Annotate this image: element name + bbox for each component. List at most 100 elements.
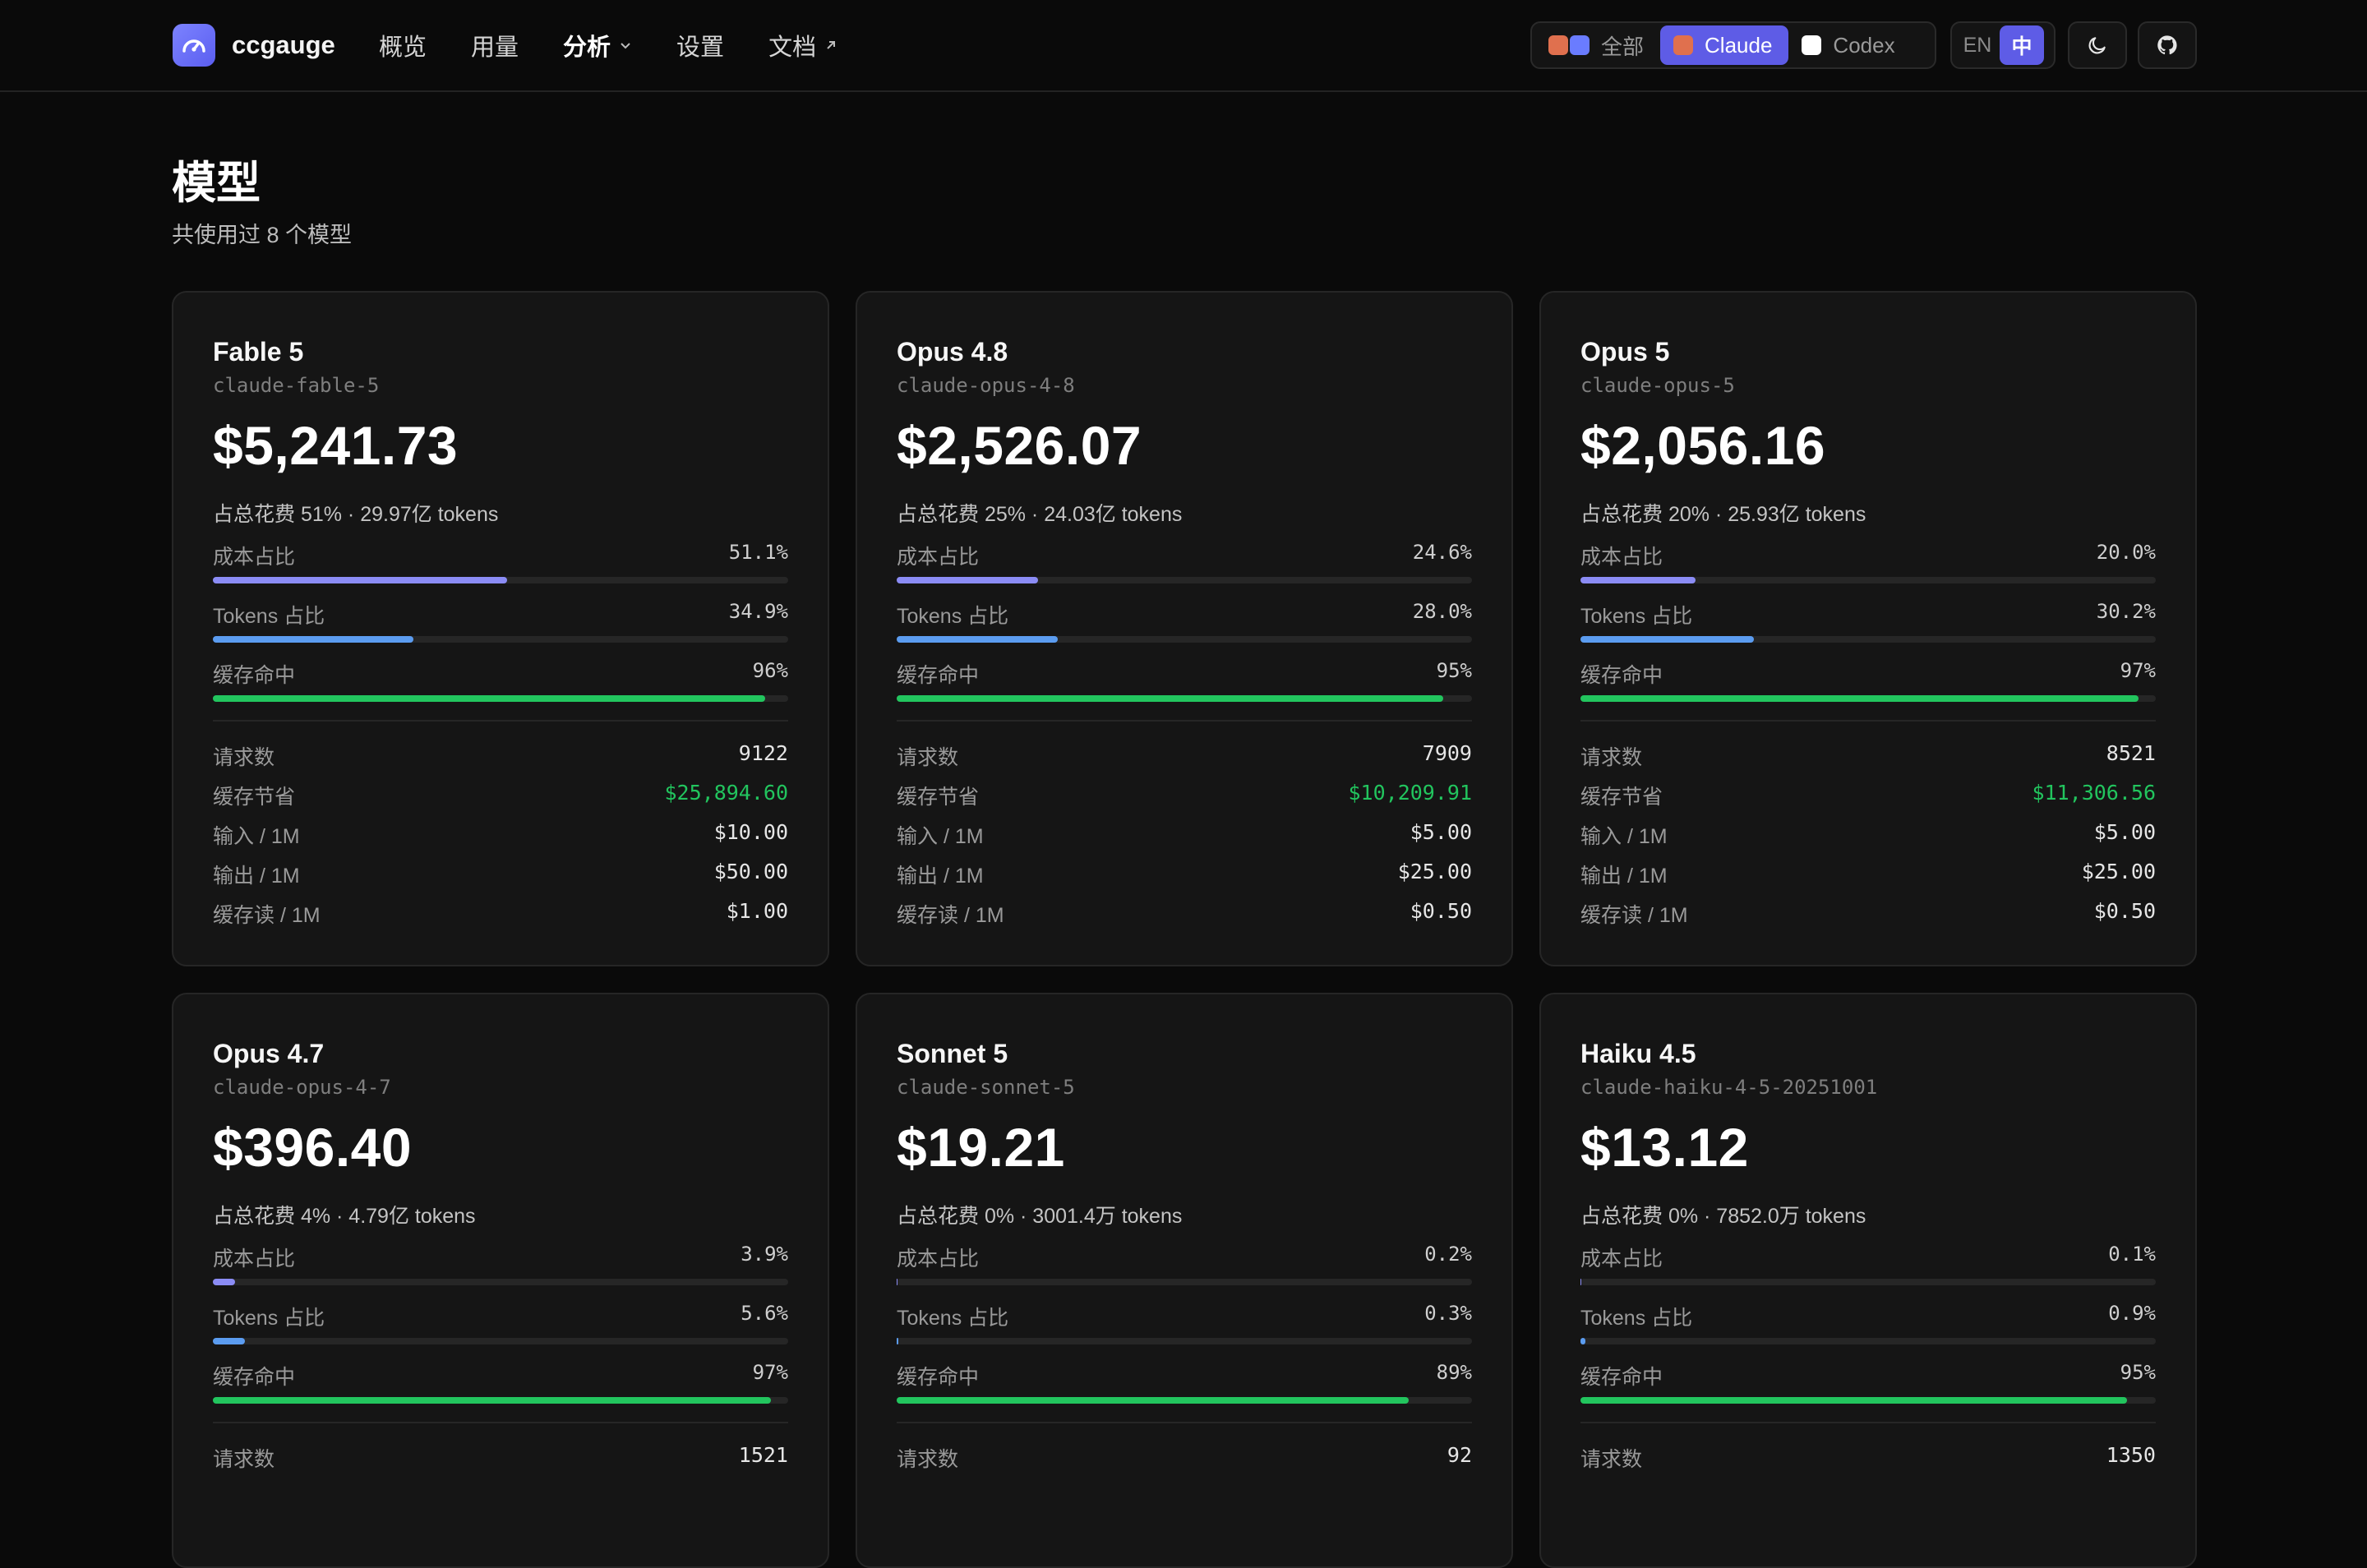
model-name: Haiku 4.5 bbox=[1580, 1039, 1696, 1068]
token-share-row: Tokens 占比 0.3% bbox=[897, 1302, 1472, 1344]
nav-overview[interactable]: 概览 bbox=[379, 28, 427, 62]
cost-share-fill bbox=[213, 1279, 236, 1285]
token-share-value: 30.2% bbox=[2096, 600, 2156, 623]
requests-value: 1350 bbox=[2106, 1443, 2156, 1467]
cache-hit-row: 缓存命中 97% bbox=[213, 1361, 788, 1404]
lang-zh-button[interactable]: 中 bbox=[2000, 25, 2044, 65]
cache-hit-bar bbox=[213, 695, 788, 702]
model-card: Haiku 4.5 claude-haiku-4-5-20251001 $13.… bbox=[1539, 993, 2197, 1568]
model-cost-summary: 占总花费 25% · 24.03亿 tokens bbox=[897, 503, 1183, 526]
cache-read-price-row: 缓存读 / 1M $0.50 bbox=[1580, 899, 2156, 932]
token-share-fill bbox=[897, 636, 1058, 643]
cache-hit-fill bbox=[213, 695, 765, 702]
token-share-fill bbox=[213, 1338, 246, 1344]
token-share-bar bbox=[1580, 636, 2156, 643]
input-price-value: $10.00 bbox=[713, 820, 788, 844]
lang-en-button[interactable]: EN bbox=[1963, 33, 1992, 57]
cache-read-price-row: 缓存读 / 1M $1.00 bbox=[213, 899, 788, 932]
nav-analysis-label: 分析 bbox=[563, 35, 611, 61]
cache-savings-value: $10,209.91 bbox=[1348, 781, 1472, 805]
nav-docs-label: 文档 bbox=[768, 35, 817, 61]
model-card: Fable 5 claude-fable-5 $5,241.73 占总花费 51… bbox=[172, 291, 829, 966]
cost-share-value: 51.1% bbox=[728, 541, 788, 564]
cache-hit-fill bbox=[897, 1397, 1409, 1404]
requests-value: 9122 bbox=[738, 741, 788, 765]
cache-savings-value: $11,306.56 bbox=[2032, 781, 2156, 805]
cache-hit-value: 97% bbox=[2120, 659, 2156, 682]
cache-hit-bar bbox=[1580, 695, 2156, 702]
cost-share-value: 0.2% bbox=[1424, 1243, 1472, 1266]
output-price-label: 输出 / 1M bbox=[213, 865, 300, 888]
cache-savings-row: 缓存节省 $25,894.60 bbox=[213, 781, 788, 814]
nav-settings[interactable]: 设置 bbox=[676, 28, 724, 62]
cost-share-label: 成本占比 bbox=[213, 546, 296, 569]
nav-settings-label: 设置 bbox=[676, 35, 725, 61]
provider-claude-button[interactable]: Claude bbox=[1660, 25, 1789, 65]
nav-analysis-dropdown[interactable]: 分析 bbox=[563, 28, 632, 62]
nav-overview-label: 概览 bbox=[379, 35, 427, 61]
model-name: Fable 5 bbox=[213, 337, 304, 367]
claude-icon bbox=[1673, 35, 1694, 55]
input-price-label: 输入 / 1M bbox=[1580, 825, 1668, 848]
cost-share-bar bbox=[213, 1279, 788, 1285]
nav-docs-link[interactable]: 文档 bbox=[768, 28, 837, 62]
cost-share-value: 0.1% bbox=[2108, 1243, 2156, 1266]
output-price-row: 输出 / 1M $25.00 bbox=[897, 860, 1472, 892]
input-price-label: 输入 / 1M bbox=[213, 825, 300, 848]
model-card: Opus 4.7 claude-opus-4-7 $396.40 占总花费 4%… bbox=[172, 993, 829, 1568]
model-total-cost: $13.12 bbox=[1580, 1117, 1749, 1178]
model-card: Opus 5 claude-opus-5 $2,056.16 占总花费 20% … bbox=[1539, 291, 2197, 966]
cache-savings-value: $25,894.60 bbox=[664, 781, 788, 805]
model-id: claude-opus-4-8 bbox=[897, 374, 1075, 397]
requests-label: 请求数 bbox=[213, 746, 275, 769]
page-subtitle: 共使用过 8 个模型 bbox=[172, 223, 353, 247]
cache-hit-row: 缓存命中 95% bbox=[1580, 1361, 2156, 1404]
model-total-cost: $2,056.16 bbox=[1580, 415, 1826, 476]
model-name: Opus 5 bbox=[1580, 337, 1670, 367]
model-id: claude-fable-5 bbox=[213, 374, 380, 397]
provider-codex-button[interactable]: Codex bbox=[1788, 25, 1911, 65]
model-total-cost: $19.21 bbox=[897, 1117, 1065, 1178]
requests-value: 8521 bbox=[2106, 741, 2156, 765]
cache-read-price-label: 缓存读 / 1M bbox=[213, 904, 321, 927]
cache-hit-bar bbox=[1580, 1397, 2156, 1404]
cache-hit-bar bbox=[897, 695, 1472, 702]
brand[interactable]: ccgauge bbox=[173, 24, 335, 67]
provider-claude-label: Claude bbox=[1705, 32, 1773, 58]
cache-read-price-value: $0.50 bbox=[1410, 899, 1472, 923]
token-share-value: 0.9% bbox=[2108, 1302, 2156, 1325]
model-cost-summary: 占总花费 0% · 7852.0万 tokens bbox=[1580, 1205, 1866, 1228]
github-button[interactable] bbox=[2138, 21, 2197, 69]
model-name: Sonnet 5 bbox=[897, 1039, 1008, 1068]
card-divider bbox=[1580, 720, 2156, 722]
output-price-label: 输出 / 1M bbox=[897, 865, 984, 888]
model-cost-summary: 占总花费 0% · 3001.4万 tokens bbox=[897, 1205, 1183, 1228]
card-divider bbox=[1580, 1422, 2156, 1423]
cache-read-price-value: $0.50 bbox=[2093, 899, 2156, 923]
cost-share-bar bbox=[897, 577, 1472, 583]
token-share-row: Tokens 占比 28.0% bbox=[897, 600, 1472, 643]
cache-read-price-label: 缓存读 / 1M bbox=[897, 904, 1004, 927]
token-share-value: 5.6% bbox=[741, 1302, 788, 1325]
provider-all-button[interactable]: 全部 bbox=[1535, 25, 1660, 65]
input-price-label: 输入 / 1M bbox=[897, 825, 984, 848]
cost-share-bar bbox=[897, 1279, 1472, 1285]
output-price-row: 输出 / 1M $25.00 bbox=[1580, 860, 2156, 892]
nav-usage[interactable]: 用量 bbox=[471, 28, 519, 62]
token-share-label: Tokens 占比 bbox=[1580, 605, 1693, 628]
cache-hit-label: 缓存命中 bbox=[897, 664, 980, 687]
token-share-bar bbox=[213, 636, 788, 643]
model-id: claude-opus-5 bbox=[1580, 374, 1735, 397]
model-cost-summary: 占总花费 20% · 25.93亿 tokens bbox=[1580, 503, 1866, 526]
cost-share-row: 成本占比 20.0% bbox=[1580, 541, 2156, 583]
token-share-fill bbox=[1580, 1338, 1586, 1344]
theme-toggle-button[interactable] bbox=[2068, 21, 2127, 69]
token-share-label: Tokens 占比 bbox=[213, 605, 325, 628]
requests-row: 请求数 7909 bbox=[897, 741, 1472, 774]
token-share-label: Tokens 占比 bbox=[1580, 1307, 1693, 1330]
input-price-row: 输入 / 1M $10.00 bbox=[213, 820, 788, 853]
output-price-value: $25.00 bbox=[1397, 860, 1472, 883]
requests-value: 7909 bbox=[1422, 741, 1472, 765]
requests-label: 请求数 bbox=[897, 1448, 959, 1471]
top-nav-bar: ccgauge 概览 用量 分析 设置 文档 全部 Claude Codex E… bbox=[0, 0, 2367, 92]
